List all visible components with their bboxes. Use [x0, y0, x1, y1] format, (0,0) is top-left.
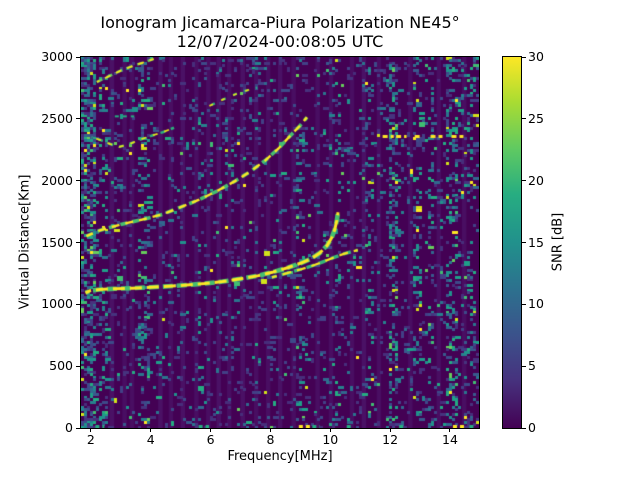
colorbar-tick-mark — [522, 118, 526, 120]
colorbar-tick-mark — [522, 365, 526, 367]
y-tick-mark — [76, 242, 80, 243]
x-tick-label: 10 — [322, 432, 339, 447]
y-tick-label: 500 — [49, 358, 73, 374]
colorbar-tick-label: 5 — [528, 358, 536, 374]
x-tick-label: 2 — [86, 432, 95, 447]
x-tick-mark — [90, 428, 92, 432]
colorbar-tick-label: 25 — [528, 110, 544, 126]
y-axis-label: Virtual Distance[Km] — [17, 174, 33, 310]
x-tick-label: 12 — [382, 432, 399, 447]
colorbar-tick-mark — [522, 242, 526, 243]
x-tick-mark — [150, 428, 152, 432]
y-tick-mark — [76, 365, 80, 367]
x-tick-label: 4 — [146, 432, 155, 447]
x-tick-label: 8 — [266, 432, 275, 447]
x-tick-mark — [210, 428, 212, 432]
y-tick-mark — [76, 303, 80, 305]
colorbar-gradient — [502, 56, 522, 429]
y-tick-mark — [76, 427, 80, 429]
y-tick-mark — [76, 180, 80, 182]
colorbar-tick-label: 10 — [528, 296, 544, 312]
colorbar-tick-mark — [522, 427, 526, 429]
x-tick-mark — [389, 428, 391, 432]
colorbar-tick-label: 15 — [528, 234, 544, 250]
ionogram-heatmap-canvas — [81, 57, 479, 428]
x-axis-label: Frequency[MHz] — [227, 449, 333, 464]
x-tick-mark — [329, 428, 331, 432]
colorbar-tick-mark — [522, 180, 526, 182]
y-tick-label: 0 — [65, 420, 73, 435]
y-tick-label: 2000 — [41, 172, 73, 188]
colorbar-tick-mark — [522, 56, 526, 58]
plot-area — [80, 56, 480, 429]
y-tick-label: 3000 — [41, 49, 73, 64]
y-tick-mark — [76, 118, 80, 120]
y-tick-label: 1500 — [41, 234, 73, 250]
chart-title: Ionogram Jicamarca-Piura Polarization NE… — [100, 13, 460, 32]
x-tick-label: 6 — [206, 432, 215, 447]
y-tick-label: 1000 — [41, 296, 73, 312]
x-tick-label: 14 — [442, 432, 458, 447]
x-tick-mark — [269, 428, 271, 432]
y-tick-mark — [76, 56, 80, 58]
y-tick-label: 2500 — [41, 110, 73, 126]
colorbar-label: SNR [dB] — [550, 212, 566, 272]
colorbar-tick-label: 20 — [528, 172, 544, 188]
x-tick-mark — [449, 428, 451, 432]
colorbar-tick-mark — [522, 303, 526, 305]
colorbar-tick-label: 30 — [528, 49, 544, 64]
chart-subtitle: 12/07/2024-00:08:05 UTC — [176, 32, 384, 51]
colorbar-tick-label: 0 — [528, 420, 536, 435]
